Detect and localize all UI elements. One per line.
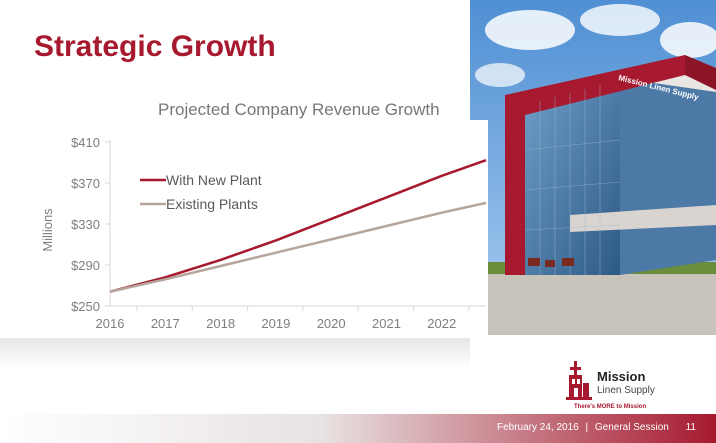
x-tick-label: 2017 bbox=[151, 316, 180, 331]
x-tick-label: 2019 bbox=[261, 316, 290, 331]
slide-title: Strategic Growth bbox=[34, 30, 276, 63]
chart-panel bbox=[38, 120, 488, 342]
building-photo: Mission Linen Supply bbox=[470, 0, 716, 335]
legend-label: Existing Plants bbox=[166, 196, 258, 212]
y-tick-label: $330 bbox=[71, 217, 100, 232]
y-axis: $410 $370 $330 $290 $250 bbox=[71, 135, 111, 314]
x-tick-label: 2021 bbox=[372, 316, 401, 331]
footer-text: February 24, 2016 | General Session 11 bbox=[493, 422, 696, 433]
x-tick-label: 2016 bbox=[96, 316, 125, 331]
x-axis: 2016 2017 2018 2019 2020 2021 2022 bbox=[96, 305, 486, 331]
logo-subtitle: Linen Supply bbox=[597, 385, 655, 396]
mission-logo-icon bbox=[566, 361, 592, 400]
chart-shadow bbox=[0, 338, 470, 368]
footer-session: General Session bbox=[594, 422, 669, 433]
y-tick-label: $370 bbox=[71, 176, 100, 191]
series-line-0 bbox=[109, 159, 487, 293]
x-tick-label: 2018 bbox=[206, 316, 235, 331]
y-axis-label: Millions bbox=[40, 208, 55, 252]
legend-label: With New Plant bbox=[166, 172, 262, 188]
x-tick-label: 2022 bbox=[427, 316, 456, 331]
y-tick-label: $250 bbox=[71, 299, 100, 314]
revenue-line-chart: $410 $370 $330 $290 $250 2016 2017 2018 2019 202… bbox=[40, 135, 487, 331]
series-lines bbox=[109, 159, 487, 293]
logo-tagline: There's MORE to Mission bbox=[574, 404, 647, 410]
footer-separator: | bbox=[585, 422, 589, 433]
y-tick-label: $290 bbox=[71, 258, 100, 273]
footer-date: February 24, 2016 bbox=[497, 422, 579, 433]
footer-bar: February 24, 2016 | General Session 11 bbox=[0, 414, 716, 443]
y-tick-label: $410 bbox=[71, 135, 100, 150]
x-tick-label: 2020 bbox=[317, 316, 346, 331]
logo-name: Mission bbox=[597, 369, 646, 384]
series-line-1 bbox=[109, 201, 487, 293]
page-number: 11 bbox=[685, 422, 696, 433]
legend: With New Plant Existing Plants bbox=[140, 172, 262, 212]
chart-title: Projected Company Revenue Growth bbox=[158, 100, 440, 119]
